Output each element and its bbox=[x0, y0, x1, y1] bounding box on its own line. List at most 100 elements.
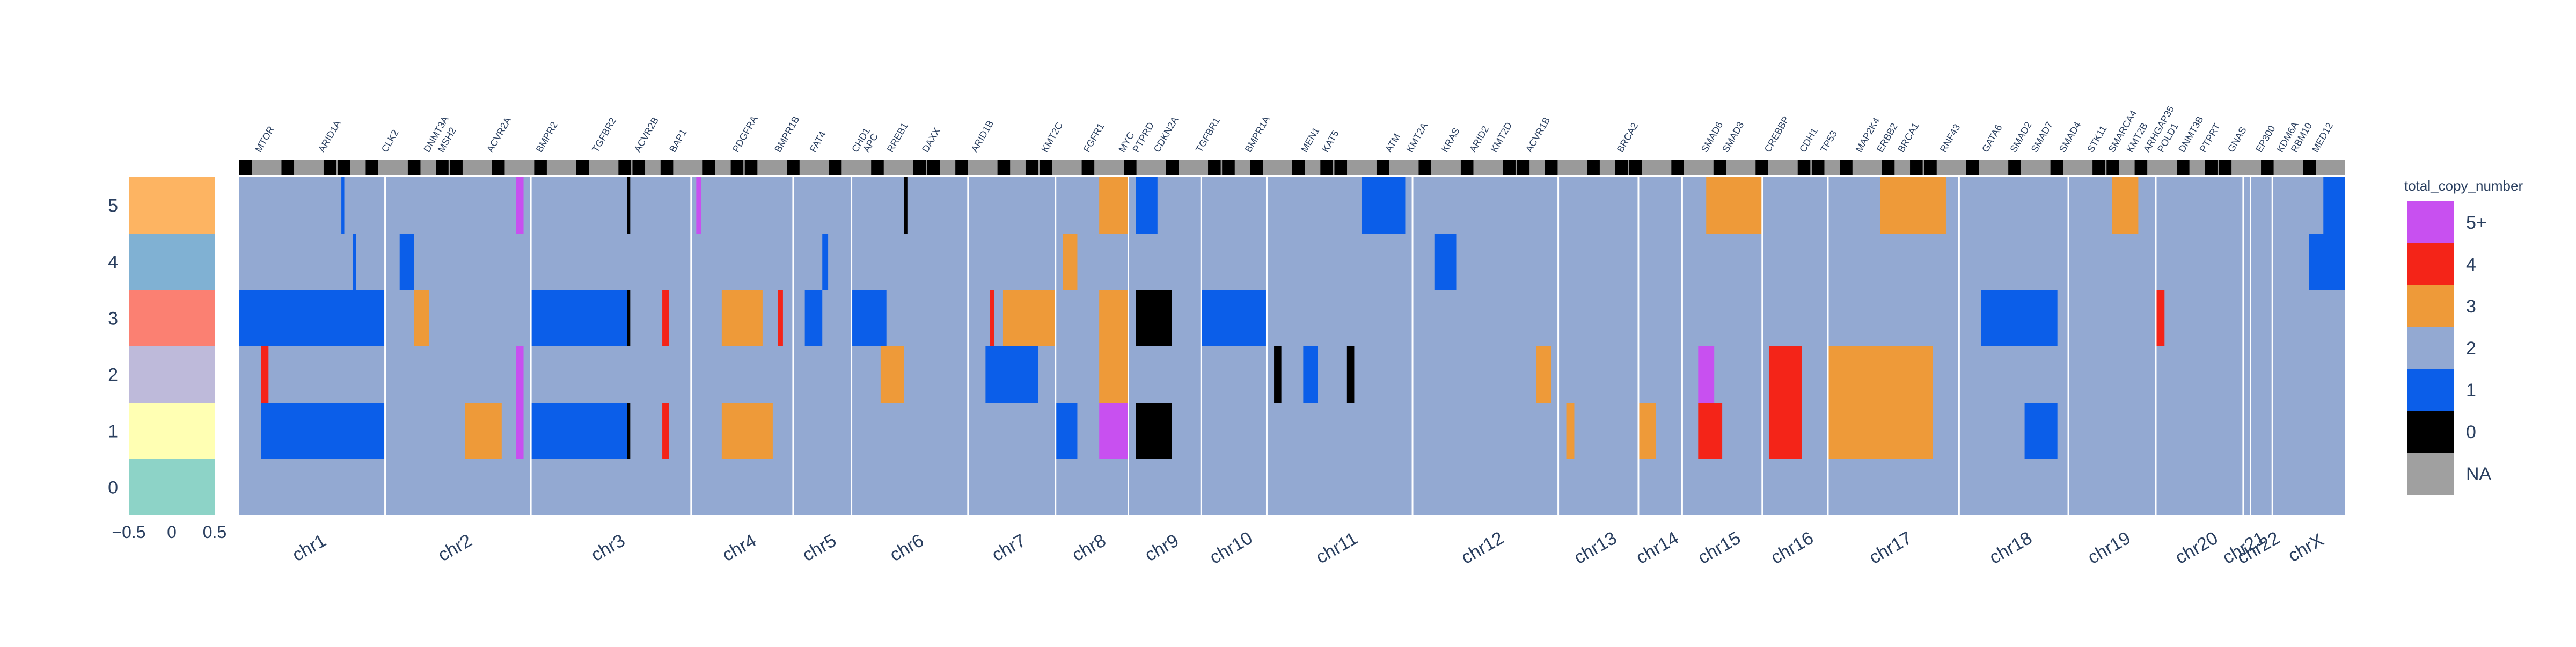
gene-bar-tick bbox=[239, 160, 252, 175]
segment-3-chr6 bbox=[851, 290, 887, 346]
gene-label-RNF43: RNF43 bbox=[1938, 122, 1963, 154]
gene-bar-tick bbox=[1081, 160, 1095, 175]
segment-3-chr7 bbox=[1002, 290, 1056, 346]
segment-1-chr1 bbox=[261, 403, 385, 459]
segment-5-chrX bbox=[2323, 177, 2345, 234]
gene-label-BRCA2: BRCA2 bbox=[1615, 121, 1640, 154]
chromosome-label-chr19: chr19 bbox=[2084, 528, 2134, 568]
y-axis-tick-labels: 0 1 2 3 4 5 bbox=[108, 196, 118, 498]
gene-bar-tick bbox=[744, 160, 758, 175]
gene-bar-tick bbox=[1040, 160, 1052, 175]
y-tick-label: 5 bbox=[108, 196, 118, 216]
gene-label-CREBBP: CREBBP bbox=[1762, 114, 1791, 154]
segment-1-chr3 bbox=[662, 403, 669, 459]
gene-bar-tick bbox=[1208, 160, 1221, 175]
sidebar-cell-sample-3 bbox=[129, 290, 215, 346]
sidebar-x-tick-label: −0.5 bbox=[112, 522, 145, 542]
gene-bar-tick bbox=[2303, 160, 2316, 175]
gene-label-GNAS: GNAS bbox=[2226, 125, 2249, 154]
gene-label-TP53: TP53 bbox=[1818, 129, 1839, 154]
segment-1-chr16 bbox=[1768, 403, 1802, 459]
gene-label-KAT5: KAT5 bbox=[1320, 128, 1341, 154]
chromosome-label-chr3: chr3 bbox=[588, 530, 628, 565]
segment-2-chr17 bbox=[1827, 346, 1933, 403]
gene-label-KMT2D: KMT2D bbox=[1488, 120, 1514, 154]
gene-bar-tick bbox=[407, 160, 421, 175]
gene-label-TGFBR1: TGFBR1 bbox=[1194, 115, 1222, 154]
legend-label: 1 bbox=[2466, 380, 2476, 401]
gene-bar-tick bbox=[871, 160, 884, 175]
heatmap-main bbox=[239, 177, 2345, 526]
gene-label-ATM: ATM bbox=[1383, 132, 1402, 154]
gene-bar-tick bbox=[2106, 160, 2119, 175]
legend: total_copy_number 5+ 4 3 2 1 0 NA bbox=[2404, 178, 2523, 495]
segment-5-chr11 bbox=[1361, 177, 1406, 234]
chromosome-label-chr2: chr2 bbox=[435, 530, 475, 565]
gene-bar-tick bbox=[1166, 160, 1179, 175]
gene-bar-tick bbox=[1503, 160, 1516, 175]
segment-1-chr8 bbox=[1099, 403, 1129, 459]
gene-bar-tick bbox=[1124, 160, 1137, 175]
sample-color-sidebar bbox=[129, 177, 215, 515]
gene-label-MED12: MED12 bbox=[2310, 121, 2335, 154]
gene-bar-tick bbox=[1517, 160, 1530, 175]
legend-label: 5+ bbox=[2466, 213, 2487, 233]
gene-bar-tick bbox=[632, 160, 646, 175]
gene-bar-tick bbox=[1797, 160, 1811, 175]
segment-5-chr15 bbox=[1706, 177, 1762, 234]
gene-bar-tick bbox=[1713, 160, 1726, 175]
chromosome-label-chr14: chr14 bbox=[1633, 528, 1682, 568]
segment-1-chr17 bbox=[1827, 403, 1933, 459]
gene-label-KMT2A: KMT2A bbox=[1404, 121, 1430, 154]
segment-5-chr8 bbox=[1099, 177, 1129, 234]
chromosome-label-chr17: chr17 bbox=[1865, 528, 1915, 568]
sidebar-x-tick-label: 0.5 bbox=[203, 522, 226, 542]
segment-1-chr3 bbox=[531, 403, 627, 459]
legend-swatch-5+ bbox=[2407, 201, 2454, 243]
gene-bar-tick bbox=[1587, 160, 1600, 175]
chromosome-label-chr15: chr15 bbox=[1694, 528, 1744, 568]
segment-2-chr11 bbox=[1303, 346, 1318, 403]
segment-5-chr2 bbox=[516, 177, 524, 234]
chromosome-label-chr11: chr11 bbox=[1313, 528, 1361, 568]
segment-2-chr6 bbox=[880, 346, 904, 403]
gene-label-KMT2C: KMT2C bbox=[1039, 120, 1065, 154]
segment-5-chr9 bbox=[1136, 177, 1158, 234]
legend-label: 2 bbox=[2466, 338, 2476, 359]
segment-3-chr3 bbox=[662, 290, 669, 346]
gene-bar-tick bbox=[927, 160, 940, 175]
gene-bar-tick bbox=[2219, 160, 2232, 175]
chromosome-label-chrX: chrX bbox=[2285, 530, 2328, 566]
segment-2-chr9 bbox=[1136, 346, 1194, 403]
gene-bar-tick bbox=[1334, 160, 1348, 175]
legend-label: 3 bbox=[2466, 296, 2476, 317]
gene-label-ARID1A: ARID1A bbox=[316, 119, 343, 154]
gene-bar-tick bbox=[1615, 160, 1628, 175]
segment-1-chr14 bbox=[1638, 403, 1656, 459]
gene-label-MEN1: MEN1 bbox=[1299, 126, 1321, 154]
segment-3-chr20 bbox=[2155, 290, 2165, 346]
gene-bar-tick bbox=[730, 160, 744, 175]
legend-label: 4 bbox=[2466, 255, 2476, 275]
segment-3-chr9 bbox=[1136, 290, 1172, 346]
gene-label-PDGFRA: PDGFRA bbox=[730, 114, 760, 154]
sidebar-cell-sample-2 bbox=[129, 346, 215, 403]
gene-label-FGFR1: FGFR1 bbox=[1081, 121, 1107, 154]
segment-3-chr8 bbox=[1099, 290, 1129, 346]
gene-label-BRCA1: BRCA1 bbox=[1896, 121, 1921, 154]
gene-bar-tick bbox=[1292, 160, 1305, 175]
legend-label: 0 bbox=[2466, 422, 2476, 442]
gene-bar-tick bbox=[1320, 160, 1333, 175]
gene-label-ACVR2B: ACVR2B bbox=[632, 115, 661, 154]
gene-label-MTOR: MTOR bbox=[253, 124, 276, 154]
segment-1-chr3 bbox=[627, 403, 631, 459]
gene-bar-tick bbox=[365, 160, 378, 175]
gene-bar-tick bbox=[1025, 160, 1038, 175]
segment-4-chr2 bbox=[399, 234, 414, 290]
segment-5-chr6 bbox=[904, 177, 908, 234]
segment-1-chr9 bbox=[1136, 403, 1172, 459]
chromosome-label-chr6: chr6 bbox=[887, 530, 927, 565]
chromosome-label-chr4: chr4 bbox=[719, 530, 759, 565]
gene-bar-tick bbox=[576, 160, 589, 175]
segment-3-chr2 bbox=[414, 290, 429, 346]
